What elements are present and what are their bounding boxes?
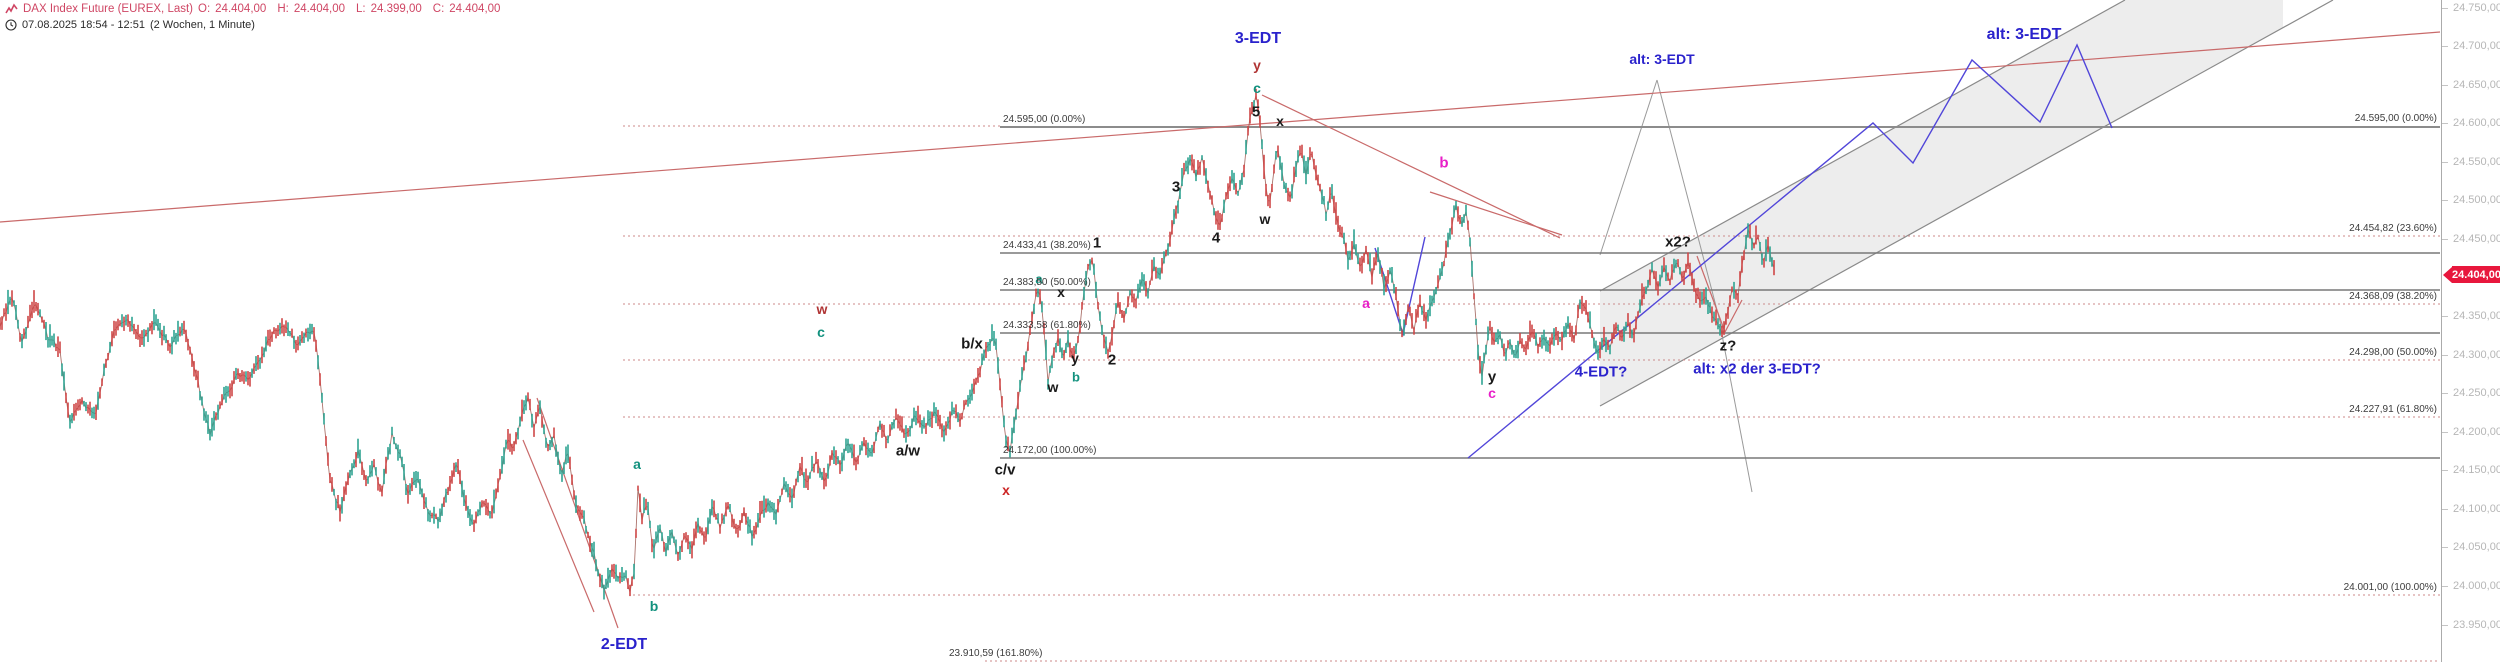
axis-tick-mark [2442, 586, 2448, 587]
axis-tick-mark [2442, 547, 2448, 548]
price-axis[interactable]: 24.750,00 24.700,00 24.650,00 24.600,00 24.5… [2441, 0, 2500, 662]
axis-tick-label: 24.100,00 [2453, 503, 2500, 515]
axis-tick-label: 24.650,00 [2453, 79, 2500, 91]
axis-tick-mark [2442, 239, 2448, 240]
axis-tick-mark [2442, 85, 2448, 86]
axis-tick-label: 24.500,00 [2453, 194, 2500, 206]
gray-projection-line[interactable] [1599, 79, 1658, 256]
red-trend-line[interactable] [1696, 255, 1726, 333]
axis-tick-label: 24.550,00 [2453, 156, 2500, 168]
instrument-title: DAX Index Future (EUREX, Last) [23, 3, 194, 15]
axis-tick-label: 24.050,00 [2453, 541, 2500, 553]
ohlc-close-value: 24.404,00 [449, 3, 501, 15]
axis-tick-mark [2442, 470, 2448, 471]
axis-tick-label: 24.300,00 [2453, 349, 2500, 361]
timeframe-info-row: 07.08.2025 18:54 - 12:51 (2 Wochen, 1 Mi… [5, 19, 506, 31]
ohlc-open-label: O: [198, 3, 211, 15]
ohlc-open-value: 24.404,00 [215, 3, 267, 15]
projection-channel-fill [1600, 0, 2283, 406]
clock-icon [5, 19, 17, 31]
gray-projection-line[interactable] [1721, 334, 1753, 493]
candlestick-series [0, 88, 1775, 600]
projection-channel-line-lower[interactable] [1599, 0, 2334, 407]
axis-tick-mark [2442, 432, 2448, 433]
axis-tick-mark [2442, 355, 2448, 356]
red-trend-line[interactable] [1724, 299, 1743, 333]
ohlc-close-label: C: [432, 3, 445, 15]
axis-tick-mark [2442, 393, 2448, 394]
axis-tick-mark [2442, 46, 2448, 47]
last-price-badge-arrow [2443, 267, 2452, 283]
ohlc-high-value: 24.404,00 [293, 3, 345, 15]
ohlc-low-label: L: [356, 3, 366, 15]
axis-tick-label: 24.350,00 [2453, 310, 2500, 322]
interval-label: (2 Wochen, 1 Minute) [149, 19, 255, 31]
axis-tick-mark [2442, 200, 2448, 201]
red-trend-line[interactable] [522, 439, 595, 613]
axis-tick-mark [2442, 162, 2448, 163]
red-trend-line[interactable] [1429, 191, 1563, 236]
last-price-badge: 24.404,00 [2452, 266, 2500, 283]
axis-tick-label: 24.150,00 [2453, 464, 2500, 476]
axis-tick-mark [2442, 625, 2448, 626]
projection-channel-line-upper[interactable] [1599, 0, 2126, 292]
instrument-info-row: DAX Index Future (EUREX, Last) O: 24.404… [5, 3, 506, 15]
axis-tick-mark [2442, 8, 2448, 9]
axis-tick-mark [2442, 123, 2448, 124]
chart-header: DAX Index Future (EUREX, Last) O: 24.404… [5, 3, 506, 31]
ohlc-high-label: H: [277, 3, 289, 15]
axis-tick-mark [2442, 316, 2448, 317]
axis-tick-label: 24.600,00 [2453, 117, 2500, 129]
red-trend-line[interactable] [0, 31, 2441, 223]
axis-tick-label: 24.450,00 [2453, 233, 2500, 245]
axis-tick-label: 24.750,00 [2453, 2, 2500, 14]
axis-tick-label: 23.950,00 [2453, 619, 2500, 631]
axis-tick-label: 24.200,00 [2453, 426, 2500, 438]
axis-tick-label: 24.250,00 [2453, 387, 2500, 399]
gray-projection-line[interactable] [1656, 79, 1724, 334]
red-trend-line[interactable] [1261, 94, 1561, 239]
ohlc-low-value: 24.399,00 [370, 3, 422, 15]
blue-wave-projection[interactable] [1467, 43, 2113, 459]
axis-tick-label: 24.000,00 [2453, 580, 2500, 592]
axis-tick-mark [2442, 509, 2448, 510]
instrument-chart-icon [5, 3, 18, 15]
datetime-range: 07.08.2025 18:54 - 12:51 [22, 19, 145, 31]
axis-tick-label: 24.700,00 [2453, 40, 2500, 52]
